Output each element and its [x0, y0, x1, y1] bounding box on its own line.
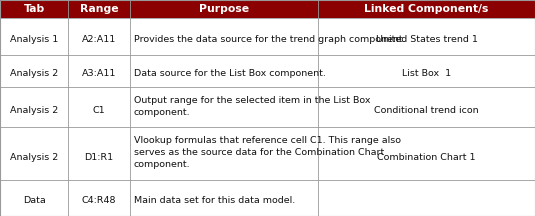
- Bar: [130, 0, 318, 18]
- Text: Data: Data: [22, 196, 45, 205]
- Bar: [0, 127, 535, 180]
- Text: C4:R48: C4:R48: [82, 196, 116, 205]
- Text: Analysis 2: Analysis 2: [10, 153, 58, 162]
- Text: C1: C1: [93, 106, 105, 115]
- Text: A2:A11: A2:A11: [82, 35, 116, 44]
- Text: Analysis 2: Analysis 2: [10, 106, 58, 115]
- Bar: [0, 87, 535, 127]
- Text: Range: Range: [80, 4, 118, 14]
- Bar: [0, 180, 535, 216]
- Text: Provides the data source for the trend graph component.: Provides the data source for the trend g…: [134, 35, 406, 44]
- Bar: [0, 18, 535, 55]
- Text: Output range for the selected item in the List Box
component.: Output range for the selected item in th…: [134, 96, 371, 117]
- Text: Linked Component/s: Linked Component/s: [364, 4, 488, 14]
- Text: Analysis 2: Analysis 2: [10, 69, 58, 78]
- Text: Vlookup formulas that reference cell C1. This range also
serves as the source da: Vlookup formulas that reference cell C1.…: [134, 136, 401, 169]
- Text: List Box  1: List Box 1: [402, 69, 451, 78]
- Text: Combination Chart 1: Combination Chart 1: [377, 153, 476, 162]
- Bar: [0, 55, 535, 87]
- Text: Tab: Tab: [24, 4, 44, 14]
- Text: United States trend 1: United States trend 1: [376, 35, 477, 44]
- Text: Purpose: Purpose: [199, 4, 249, 14]
- Text: Analysis 1: Analysis 1: [10, 35, 58, 44]
- Text: D1:R1: D1:R1: [85, 153, 113, 162]
- Text: Conditional trend icon: Conditional trend icon: [374, 106, 479, 115]
- Bar: [68, 0, 130, 18]
- Bar: [0, 0, 68, 18]
- Bar: [318, 0, 535, 18]
- Text: Main data set for this data model.: Main data set for this data model.: [134, 196, 295, 205]
- Text: Data source for the List Box component.: Data source for the List Box component.: [134, 69, 326, 78]
- Text: A3:A11: A3:A11: [82, 69, 116, 78]
